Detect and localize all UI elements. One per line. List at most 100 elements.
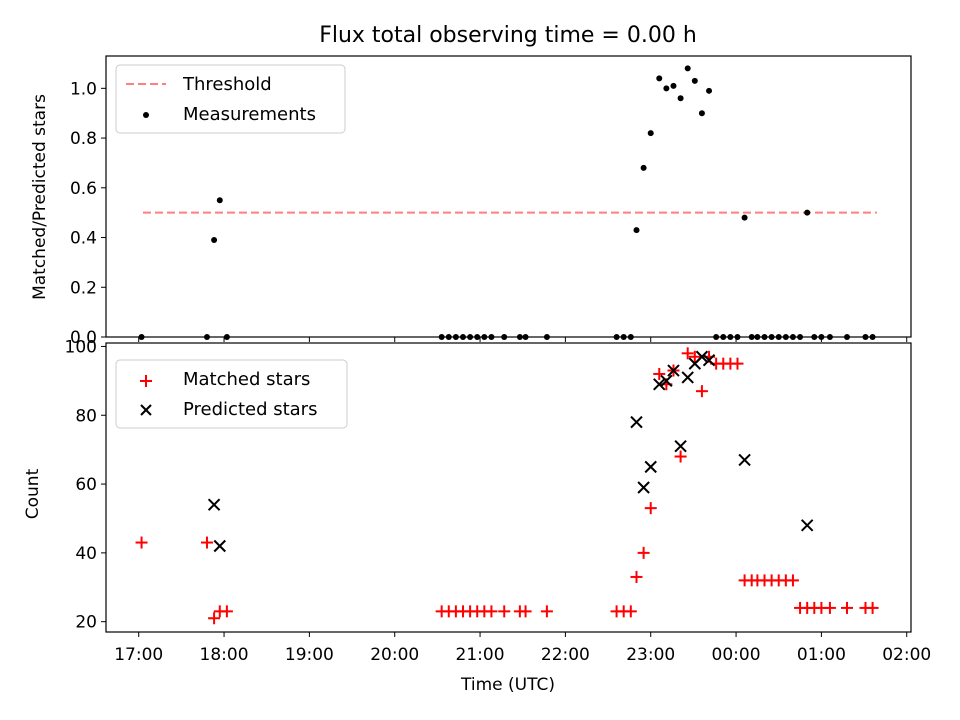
predicted-star-point <box>702 353 716 367</box>
predicted-marker-b <box>674 440 687 453</box>
top-y-tick-label-4: 0.8 <box>70 129 97 149</box>
matched-star-point <box>644 502 657 515</box>
top-axes-frame <box>105 55 912 338</box>
bottom-x-tick-label-1: 18:00 <box>200 645 249 665</box>
legend-predicted-swatch <box>140 404 152 416</box>
predicted-star-point <box>800 519 814 532</box>
matched-star-point <box>630 570 643 583</box>
measurement-point <box>677 95 684 102</box>
predicted-marker-b <box>637 481 650 494</box>
bottom-x-tick-label-3: 20:00 <box>370 645 419 665</box>
measurement-point <box>670 82 677 89</box>
predicted-marker-b <box>630 415 643 429</box>
matched-star-point <box>220 605 233 618</box>
top-y-tick-label-5: 1.0 <box>70 79 97 99</box>
legend-predicted-label: Predicted stars <box>183 399 317 420</box>
predicted-star-point <box>207 498 221 511</box>
measurement-point <box>663 85 670 92</box>
matched-star-point <box>823 601 836 614</box>
bottom-legend: Matched stars Predicted stars <box>115 359 348 429</box>
bottom-axes-frame <box>105 342 912 633</box>
bottom-y-tick-label-4: 100 <box>65 337 97 357</box>
bottom-plot-area: 17:00 18:00 19:00 20:00 21:00 22:00 23:00 00:00… <box>65 337 932 665</box>
predicted-star-point <box>695 350 709 363</box>
predicted-star-point <box>738 453 751 467</box>
predicted-star-point <box>644 460 657 474</box>
matched-star-point <box>688 350 701 363</box>
bottom-y-tick-label-1: 40 <box>75 544 97 564</box>
matched-star-point <box>786 574 799 587</box>
matched-star-point <box>840 601 853 614</box>
predicted-star-point <box>681 371 694 384</box>
predicted-marker-b <box>681 371 694 384</box>
bottom-y-axis-label: Count <box>23 468 43 519</box>
legend-threshold-label: Threshold <box>182 74 272 95</box>
predicted-star-point <box>653 378 666 391</box>
matched-star-point <box>540 605 553 618</box>
predicted-marker-b <box>702 353 716 367</box>
measurement-point <box>741 214 748 221</box>
bottom-x-tick-label-7: 00:00 <box>712 645 761 665</box>
bottom-x-tick-label-9: 02:00 <box>882 645 931 665</box>
matched-star-point <box>624 605 637 618</box>
measurement-point <box>633 227 640 234</box>
matched-star-point <box>200 536 213 549</box>
top-y-tick-label-0: 0.0 <box>70 328 97 348</box>
bottom-x-tick-label-5: 22:00 <box>541 645 590 665</box>
measurement-point <box>216 197 223 204</box>
measurement-point <box>698 110 705 117</box>
top-y-tick-label-3: 0.6 <box>70 179 97 199</box>
matched-star-point <box>498 605 511 618</box>
top-legend-box <box>115 64 346 134</box>
bottom-y-tick-label-2: 60 <box>75 475 97 495</box>
bottom-x-tick-label-2: 19:00 <box>285 645 334 665</box>
matched-star-point <box>731 357 744 370</box>
predicted-marker-b <box>644 460 657 474</box>
measurement-point <box>647 130 654 137</box>
matched-star-point <box>637 546 650 559</box>
legend-measurements-swatch <box>143 112 149 118</box>
bottom-panel: Count Time (UTC) 17:00 18:00 19:00 20:00 21:… <box>23 337 931 695</box>
bottom-legend-box <box>115 359 348 429</box>
bottom-x-tick-label-8: 01:00 <box>797 645 846 665</box>
predicted-star-point <box>630 415 643 429</box>
predicted-marker-b <box>213 539 226 553</box>
legend-measurements-label: Measurements <box>183 104 316 125</box>
predicted-marker-b <box>667 364 680 377</box>
predicted-star-point <box>637 481 650 494</box>
top-y-tick-label-1: 0.2 <box>70 278 97 298</box>
predicted-marker-b <box>695 350 709 363</box>
bottom-x-tick-label-4: 21:00 <box>456 645 505 665</box>
top-plot-area: 0.0 0.2 0.4 0.6 0.8 1.0 <box>70 65 908 348</box>
predicted-marker-b <box>653 378 666 391</box>
measurement-point <box>706 87 713 94</box>
matched-star-point <box>208 612 221 625</box>
predicted-star-point <box>213 539 226 553</box>
matched-star-point <box>653 367 666 380</box>
measurement-point <box>691 77 698 84</box>
matched-star-point <box>485 605 498 618</box>
matched-star-point <box>681 347 694 360</box>
measurement-point <box>211 237 218 244</box>
measurement-point <box>640 164 647 171</box>
measurement-point <box>684 65 691 72</box>
top-chart-title: Flux total observing time = 0.00 h <box>319 23 697 48</box>
predicted-star-point <box>667 364 680 377</box>
bottom-x-axis-label: Time (UTC) <box>460 675 555 695</box>
measurement-point <box>804 209 811 216</box>
top-panel: Flux total observing time = 0.00 h Match… <box>30 23 912 348</box>
matched-star-point <box>519 605 532 618</box>
matched-star-point <box>695 385 708 398</box>
matched-star-point <box>674 450 687 463</box>
predicted-marker-b <box>800 519 814 532</box>
predicted-marker-b <box>660 374 673 388</box>
top-legend: Threshold Measurements <box>115 64 346 134</box>
matched-star-point <box>866 601 879 614</box>
bottom-y-tick-label-3: 80 <box>75 406 97 426</box>
top-y-tick-label-2: 0.4 <box>70 229 97 249</box>
top-y-axis-label: Matched/Predicted stars <box>30 94 50 300</box>
legend-matched-label: Matched stars <box>183 369 310 390</box>
predicted-star-point <box>674 440 687 453</box>
bottom-x-tick-label-6: 23:00 <box>626 645 675 665</box>
